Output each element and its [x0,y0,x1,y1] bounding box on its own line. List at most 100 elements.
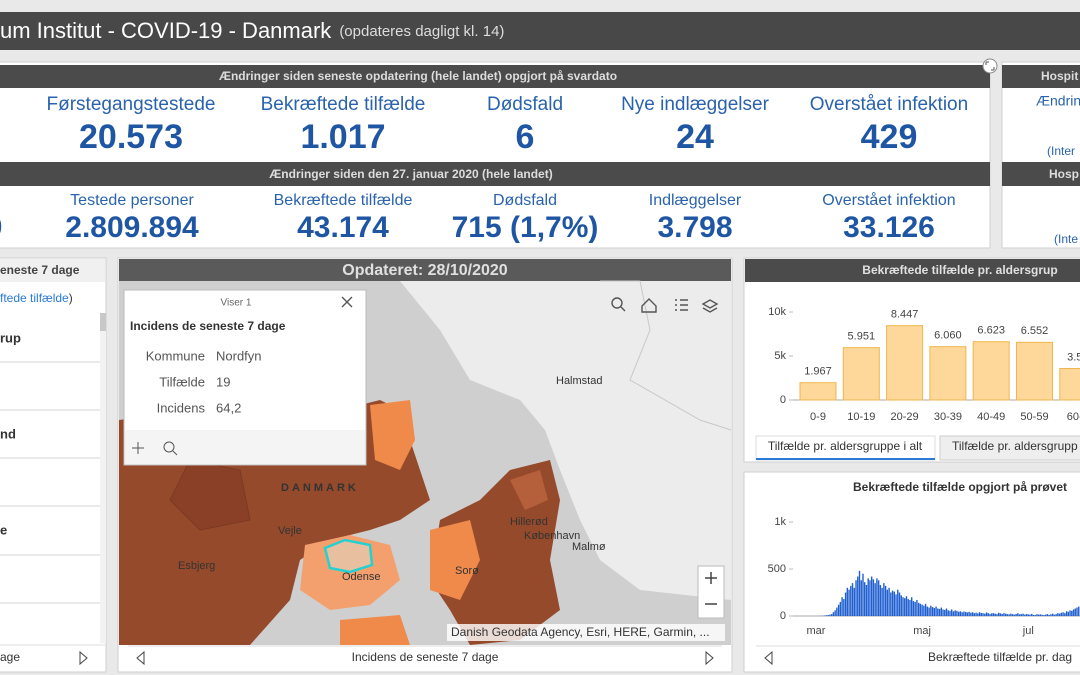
bar [850,585,852,616]
tab-label[interactable]: Tilfælde pr. aldersgruppe i alt [768,439,923,453]
charts: Bekræftede tilfælde pr. aldersgrup 0 5k 10k… [768,263,1080,637]
x-tick-label: 10-19 [847,411,875,423]
home-icon[interactable] [641,298,657,313]
place-label: København [524,530,580,542]
stat-label: Bekræftede tilfælde [261,94,426,115]
y-tick-label: 5k [774,350,786,362]
bar [1003,613,1005,616]
y-tick-label: 500 [768,563,786,575]
bar [1059,367,1080,401]
list-item[interactable]: e [0,522,7,537]
scrollbar[interactable] [100,313,106,643]
layers-icon[interactable] [701,299,719,313]
map-footer: Incidens de seneste 7 dage [352,650,499,664]
list-panel [0,257,107,673]
bar [947,610,949,616]
bar [1032,614,1035,616]
stats: Førstegangstestede 20.573 Bekræftede tilfæ… [47,94,969,244]
tab[interactable] [755,435,936,461]
bar [949,610,951,616]
sweden [400,281,731,600]
bar [959,611,962,616]
bar [879,584,882,616]
move-icon[interactable] [132,442,144,454]
stat-label: Dødsfald [493,192,557,209]
bar [865,584,868,616]
bar [938,608,941,616]
popup-footer [125,430,365,464]
bar [977,613,979,616]
bar [862,573,864,616]
region [430,520,480,600]
x-tick-label: 0-9 [810,411,826,423]
bar [799,382,837,401]
link[interactable]: ftede tilfælde [0,291,69,305]
bar [940,607,942,616]
value-label: 8.447 [891,309,919,321]
bar [1058,613,1061,616]
search-icon[interactable] [611,297,623,309]
bar [1004,613,1007,616]
bar [904,598,906,616]
map-tools [611,297,719,313]
y-tick-label: 1k [774,516,786,528]
bar [1076,607,1078,616]
bar [1078,606,1080,616]
panel-bar [1002,65,1080,88]
bar [945,608,948,616]
summary-heading: Ændringer siden seneste opdatering (hele… [219,69,617,83]
zoom-to-icon[interactable] [163,441,175,453]
popup-label: Tilfælde [159,374,205,389]
bar [991,613,993,616]
bar [830,614,833,616]
place-label: Halmstad [556,375,602,387]
bar [846,587,849,616]
bar [888,587,890,616]
bar [853,587,855,616]
bar [919,603,922,616]
list-item[interactable]: rup [0,330,21,345]
bar [975,612,977,616]
bar [1065,611,1068,616]
tab-label[interactable]: Tilfælde pr. aldersgrupp [952,439,1078,453]
expand-icon[interactable] [982,58,998,74]
scroll-thumb[interactable] [100,313,106,331]
bar [1006,614,1009,616]
bar [1020,614,1023,616]
bar [886,325,924,401]
region [370,400,415,470]
stat-value: 6 [516,118,535,156]
panel-heading: Hosp [1049,167,1079,181]
bar [970,612,972,616]
bar [825,615,828,616]
bar [1010,613,1012,616]
bar [867,578,869,616]
bar [898,592,901,616]
list-icon[interactable] [675,299,688,311]
bar [1013,614,1016,616]
list-item[interactable]: nd [0,426,16,441]
next-arrow[interactable] [79,650,88,666]
bar [973,613,976,616]
stat-label: Nye indlæggelser [621,94,770,115]
bar [914,601,916,616]
bar [848,589,850,616]
popup-counter: Viser 1 [221,298,252,309]
tab[interactable] [939,435,1080,461]
prev-arrow[interactable] [764,650,773,666]
border [600,280,731,431]
bar [883,583,885,616]
panel-text: Ændring [1036,93,1080,109]
bar [996,614,998,616]
bar [857,576,859,616]
list-lines [0,361,100,604]
attribution-bg [447,624,725,641]
bar [1029,614,1031,616]
summary-bar [0,162,990,186]
pager-arrows[interactable] [136,650,714,666]
age-header [745,259,1080,282]
zoom-buttons[interactable] [705,572,717,605]
bar [966,612,969,616]
close-icon[interactable] [341,296,353,308]
bar [874,583,876,616]
